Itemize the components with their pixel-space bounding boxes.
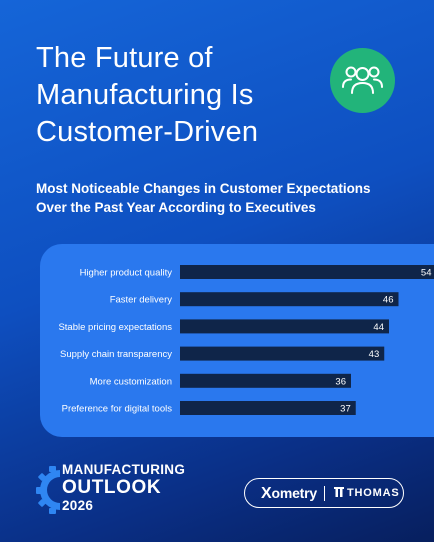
category-label: Stable pricing expectations (58, 322, 172, 333)
outlook-wordmark: MANUFACTURING OUTLOOK 2026 (62, 462, 185, 514)
users-group-icon (342, 66, 383, 94)
data-label: 36 (335, 376, 346, 387)
data-label: 37 (340, 404, 351, 415)
xometry-rest: ometry (271, 485, 317, 501)
gear-icon (36, 466, 60, 514)
manufacturing-outlook-logo: MANUFACTURING OUTLOOK 2026 (36, 462, 186, 522)
category-label: Supply chain transparency (60, 349, 172, 360)
category-label: Faster delivery (110, 295, 173, 306)
users-group-badge (330, 48, 395, 113)
chart-subtitle: Most Noticeable Changes in Customer Expe… (36, 179, 406, 217)
thomas-label: THOMAS (347, 487, 400, 499)
data-label: 46 (383, 295, 394, 306)
title-line: Customer-Driven (36, 116, 259, 148)
title-line: Manufacturing Is (36, 79, 254, 111)
outlook-line1: MANUFACTURING (62, 462, 186, 477)
bar (180, 292, 399, 307)
bar (180, 346, 385, 361)
outlook-line2: OUTLOOK (62, 477, 162, 498)
bar (180, 319, 389, 334)
xometry-logo: Xometry (261, 485, 317, 503)
bar (180, 265, 434, 279)
data-label: 44 (373, 322, 384, 333)
thomas-pillar-icon (334, 487, 344, 497)
category-label: Preference for digital tools (62, 404, 173, 415)
partner-logos: Xometry THOMAS (244, 478, 404, 508)
subtitle-line: Most Noticeable Changes in Customer Expe… (36, 181, 371, 196)
page-title: The Future of Manufacturing Is Customer-… (36, 40, 326, 151)
bar (180, 401, 356, 415)
bar (180, 373, 351, 388)
data-label: 43 (369, 349, 380, 360)
outlook-year: 2026 (62, 498, 94, 513)
partner-divider (324, 486, 325, 501)
thomas-logo: THOMAS (334, 487, 399, 499)
data-label: 54 (421, 268, 432, 279)
xometry-x: X (261, 485, 272, 502)
bar-chart: Higher product quality 54 Faster delivery 4… (58, 265, 434, 415)
category-label: More customization (90, 376, 172, 387)
subtitle-line: Over the Past Year According to Executiv… (36, 200, 316, 215)
title-line: The Future of (36, 42, 213, 74)
category-label: Higher product quality (80, 268, 173, 279)
